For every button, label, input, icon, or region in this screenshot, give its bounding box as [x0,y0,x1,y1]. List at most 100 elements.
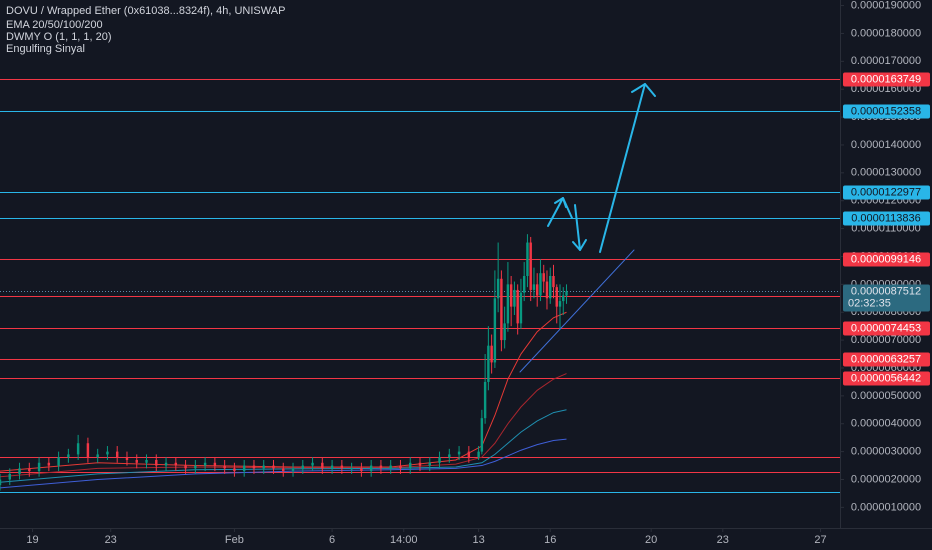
candle-body [532,284,536,290]
candle-body [448,454,451,458]
candle-body [503,323,506,341]
candle-body [135,459,138,463]
candle-body [542,273,545,282]
chart-title: DOVU / Wrapped Ether (0x61038...8324f), … [6,5,285,17]
candle-body [96,454,99,458]
level-label: 0.0000056442 [851,372,921,384]
candle-body [67,454,70,458]
candle-body [509,284,513,307]
candle-body [213,462,217,466]
level-label: 0.0000074453 [851,322,921,334]
y-tick-label: 0.0000040000 [851,418,921,430]
arrow-head [631,83,656,97]
candle-body [47,462,51,466]
arrow-head [554,197,567,208]
level-label: 0.0000122977 [851,186,921,198]
indicator-label: Engulfing Sinyal [6,43,85,55]
trend-line [519,249,635,373]
candle-body [477,451,480,458]
candle-body [262,465,265,469]
drawings [519,83,656,373]
last-price-box [843,284,930,312]
candle-body [350,468,353,470]
level-label-box [843,371,930,386]
candle-body [155,459,158,466]
y-tick-label: 0.0000020000 [851,473,921,485]
candle-body [28,468,31,472]
candle-body [529,242,532,290]
indicator-label: EMA 20/50/100/200 [6,19,103,31]
axis-labels: 0.0000190000 0.0000180000 0.0000170000 0.00… [26,0,930,546]
y-tick-label: 0.0000010000 [851,501,921,513]
candle-body [272,465,275,469]
candle-body [203,462,207,466]
candle-body [513,289,516,307]
candle-body [194,465,197,469]
candle-body [311,462,314,466]
candle-body [37,462,41,472]
candle-body [86,443,90,458]
x-tick-label: 27 [814,534,826,546]
candle-body [526,242,529,276]
candle-body [389,465,392,469]
candle-body [496,278,500,299]
candle-body [483,381,487,419]
level-label: 0.0000152358 [851,105,921,117]
candle-body [562,295,565,302]
candle-body [0,479,2,486]
y-tick-label: 0.0000140000 [851,139,921,151]
candle-body [539,273,542,296]
candle-body [490,345,493,363]
candle-body [115,451,119,458]
candle-body [379,465,383,469]
candle-body [125,457,129,460]
candle-body [106,451,109,455]
candle-body [487,345,490,382]
candle-body [409,462,412,469]
countdown: 02:32:35 [848,297,891,309]
x-tick-label: 23 [717,534,729,546]
candle-body [301,465,305,469]
candle-body [555,287,558,307]
x-tick-label: 14:00 [390,534,418,546]
y-tick-label: 0.0000170000 [851,55,921,67]
candle-body [18,468,21,474]
level-label-box [843,211,930,226]
candle-body [549,275,552,299]
candle-body [467,451,471,458]
candle-body [242,465,246,472]
candle-body [500,278,503,341]
candle-body [321,462,324,469]
candle-body [506,284,510,324]
x-tick-label: 16 [544,534,556,546]
y-tick-label: 0.0000030000 [851,446,921,458]
candle-body [428,462,431,466]
y-tick-label: 0.0000070000 [851,334,921,346]
candle-body [438,457,441,463]
level-label-box [843,352,930,367]
arrow-head [572,239,587,251]
level-label-box [843,72,930,87]
candles [0,234,568,491]
candle-body [164,462,168,466]
candle-body [223,465,226,469]
y-tick-label: 0.0000190000 [851,0,921,11]
candle-body [282,468,285,472]
indicator-label: DWMY O (1, 1, 1, 20) [6,31,112,43]
candle-body [493,298,497,363]
candle-body [519,292,523,324]
x-tick-label: 19 [26,534,38,546]
candle-body [360,468,363,472]
x-tick-label: 20 [645,534,657,546]
candle-body [184,465,187,469]
candle-body [516,289,519,324]
last-price-label: 0.0000087512 [851,285,921,297]
candle-body [145,459,148,463]
level-label: 0.0000113836 [851,212,921,224]
level-label-box [843,321,930,336]
candle-body [330,465,334,469]
arrow-down [574,204,581,251]
